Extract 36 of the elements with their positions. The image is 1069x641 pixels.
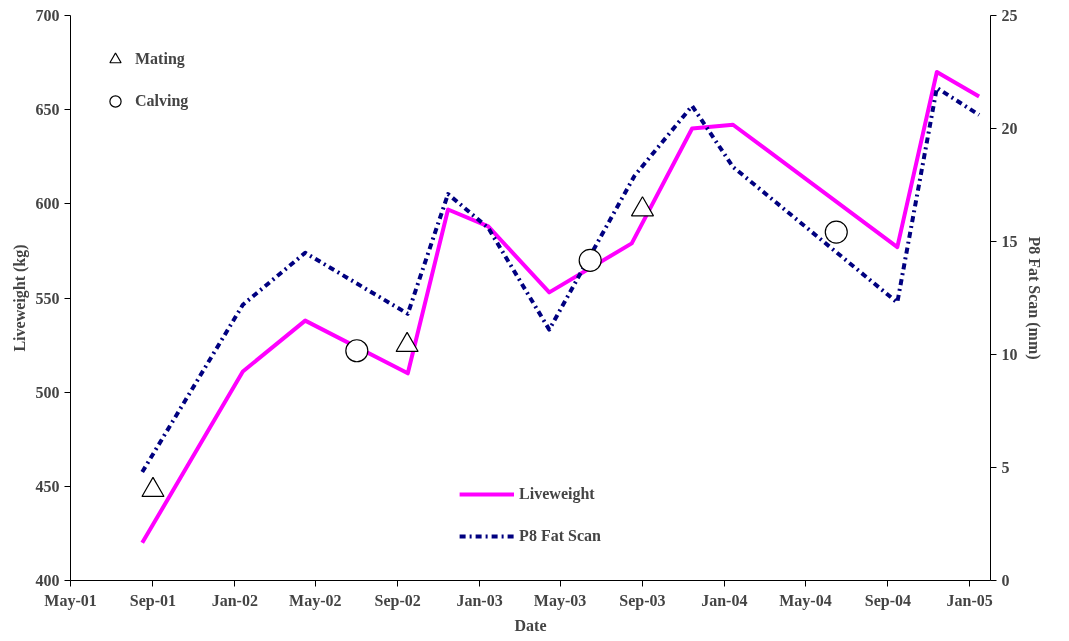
y-tick-label: 700 [35,7,60,24]
x-tick-label: May-04 [779,591,832,610]
y-tick-label: 650 [35,101,60,119]
point [345,339,369,363]
x-tick-label: Sep-04 [864,591,912,610]
x-tick-label: Jan-04 [701,591,748,609]
x-axis-title: Date [514,616,547,634]
y-tick-label: 450 [35,477,60,495]
x-tick-label: Jan-05 [946,591,993,609]
legend-label: Mating [135,50,185,68]
x-tick-label: Sep-02 [374,591,421,610]
y2-tick-label: 25 [1001,7,1018,24]
x-tick-label: Sep-01 [129,591,177,610]
point [578,248,602,272]
y2-tick-label: 5 [1001,459,1010,476]
x-tick-label: Jan-02 [211,591,258,609]
legend-label: Liveweight [519,485,595,503]
y-tick-label: 600 [35,195,60,213]
y2-tick-label: 0 [1001,572,1010,589]
y2-tick-label: 10 [1001,346,1018,363]
x-tick-label: May-01 [44,591,97,610]
legend-label: P8 Fat Scan [519,527,601,545]
point [395,331,419,353]
x-tick-label: Jan-03 [456,591,503,609]
point [141,476,165,498]
x-tick-label: May-02 [289,591,342,610]
x-tick-label: Sep-03 [619,591,666,610]
y2-tick-label: 15 [1001,233,1018,250]
y-tick-label: 550 [35,289,60,307]
y-axis-title: Liveweight (kg) [10,244,29,352]
y2-tick-label: 20 [1001,120,1018,137]
x-tick-label: May-03 [533,591,587,610]
y-tick-label: 500 [35,383,60,401]
y2-axis-title: P8 Fat Scan (mm) [1024,236,1043,360]
y-tick-label: 400 [35,572,60,589]
legend-label: Calving [135,92,189,110]
